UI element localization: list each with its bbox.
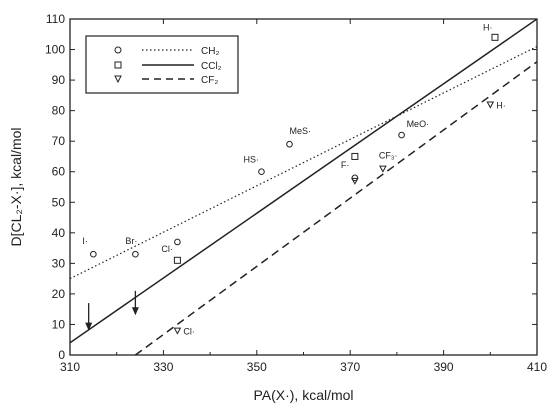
data-point-label: I·: [82, 236, 88, 246]
data-point-label: H·: [483, 22, 493, 32]
fit-line-dashed: [134, 61, 537, 355]
y-tick-label: 30: [52, 256, 66, 270]
y-tick-label: 20: [52, 287, 66, 301]
legend-label-ch2: CH₂: [201, 46, 219, 57]
data-point-label: Cl·: [161, 244, 173, 254]
data-point-label: F·: [341, 160, 350, 170]
legend-marker-square: [114, 61, 122, 69]
data-point-circle: [351, 174, 359, 182]
y-tick-label: 100: [45, 43, 65, 57]
legend-marker-triangle: [114, 75, 122, 84]
x-axis-title: PA(X·), kcal/mol: [253, 387, 353, 403]
y-tick-label: 50: [52, 195, 66, 209]
legend: CH₂ CCl₂ CF₂: [85, 35, 239, 94]
data-point-triangle: [486, 101, 495, 109]
data-point-square: [173, 256, 181, 264]
fit-line-solid: [70, 19, 537, 344]
x-tick-label: 310: [60, 360, 80, 374]
annotation-arrow-head: [131, 307, 139, 316]
x-tick-label: 330: [153, 360, 173, 374]
y-tick-label: 110: [46, 12, 65, 26]
data-point-square: [351, 152, 359, 160]
data-point-label: CF₃·: [379, 151, 398, 161]
data-point-label: H·: [496, 101, 506, 111]
legend-entry-ccl2: CCl₂: [114, 61, 222, 72]
data-point-label: HS·: [243, 155, 259, 165]
data-point-circle: [174, 238, 181, 246]
x-tick-label: 350: [247, 360, 267, 374]
data-point-triangle: [173, 327, 182, 335]
y-tick-label: 60: [52, 165, 66, 179]
legend-label-cf2: CF₂: [201, 75, 218, 86]
x-tick-label: 390: [434, 360, 454, 374]
data-point-circle: [286, 140, 293, 148]
y-tick-label: 0: [58, 348, 65, 362]
data-point-circle: [258, 168, 265, 176]
data-point-label: Cl·: [183, 327, 195, 337]
data-point-circle: [90, 250, 97, 258]
data-point-triangle: [351, 177, 359, 185]
data-point-triangle: [379, 165, 387, 173]
fit-line-dotted: [70, 45, 537, 280]
legend-label-ccl2: CCl₂: [201, 61, 222, 72]
legend-entry-ch2: CH₂: [114, 46, 219, 57]
x-tick-label: 410: [527, 360, 547, 374]
y-tick-label: 90: [52, 73, 66, 87]
y-tick-label: 80: [52, 104, 66, 118]
y-tick-label: 10: [52, 317, 66, 331]
data-point-square: [491, 33, 499, 41]
data-point-label: MeS·: [289, 126, 311, 136]
data-point-circle: [398, 131, 405, 139]
x-tick-label: 370: [340, 360, 360, 374]
y-axis-title: D[CL₂-X·], kcal/mol: [8, 127, 24, 246]
data-point-circle: [132, 250, 139, 258]
legend-entry-cf2: CF₂: [114, 75, 218, 86]
legend-marker-circle: [114, 46, 122, 54]
y-tick-label: 70: [52, 134, 66, 148]
data-point-label: Br·: [125, 236, 137, 246]
data-point-label: MeO·: [407, 119, 430, 129]
plot-area: 0 10 20 30 40 50 60 70 80 90 100 110 310 330 350 370 390…: [45, 12, 547, 374]
y-tick-label: 40: [52, 226, 66, 240]
annotation-arrow-head: [85, 322, 93, 331]
